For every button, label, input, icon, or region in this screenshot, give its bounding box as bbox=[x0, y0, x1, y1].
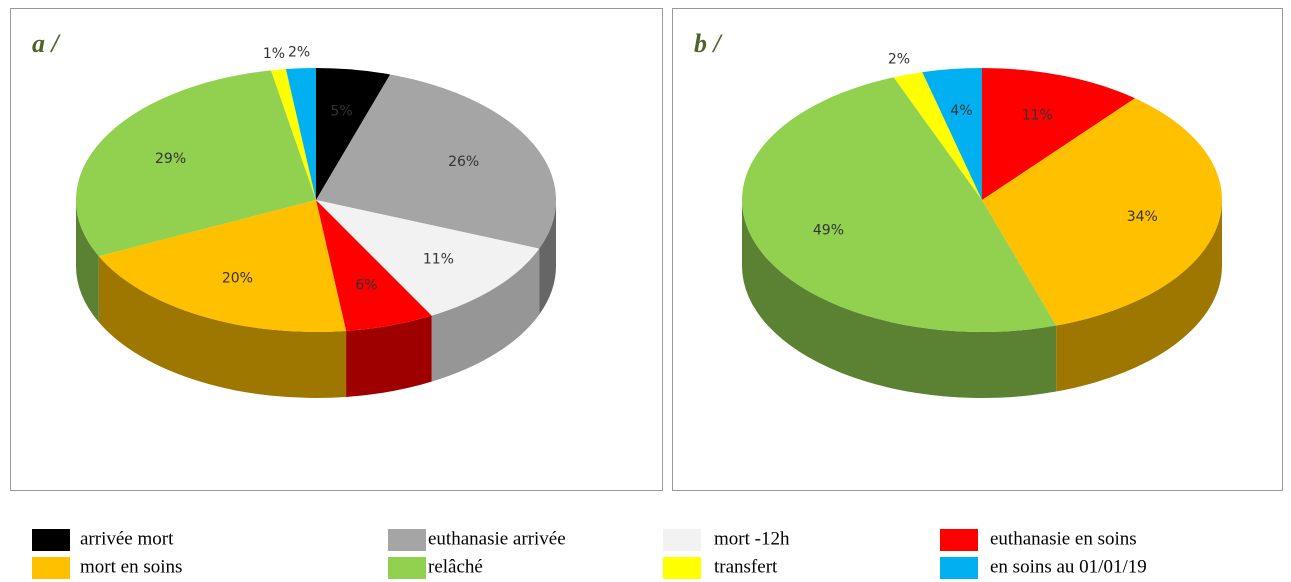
pie-slice bbox=[316, 74, 556, 315]
data-label: 49% bbox=[813, 222, 844, 238]
data-label: 5% bbox=[330, 103, 352, 119]
data-label: 2% bbox=[888, 51, 910, 67]
slice-top bbox=[316, 68, 391, 200]
slice-top bbox=[982, 68, 1135, 200]
pie-slice bbox=[316, 200, 432, 397]
slice-top bbox=[922, 68, 982, 200]
data-label: 1% bbox=[263, 46, 285, 62]
slice-top bbox=[982, 98, 1223, 326]
slice-side bbox=[1056, 200, 1222, 392]
legend-label: transfert bbox=[714, 556, 778, 577]
pie-slice bbox=[285, 68, 316, 200]
legend-label: relâché bbox=[428, 556, 483, 577]
legend-swatch bbox=[32, 529, 70, 551]
data-label: 20% bbox=[222, 271, 253, 287]
slice-top bbox=[742, 77, 1057, 332]
data-label: 34% bbox=[1127, 209, 1158, 225]
pie-slice bbox=[893, 72, 982, 200]
slice-top bbox=[893, 72, 982, 200]
legend-label: euthanasie arrivée bbox=[428, 528, 566, 549]
slice-side bbox=[539, 200, 556, 315]
pie-slice bbox=[742, 77, 1057, 399]
slice-top bbox=[285, 68, 316, 200]
slice-side bbox=[98, 256, 347, 398]
panel-title: b / bbox=[694, 29, 724, 58]
legend-label: mort en soins bbox=[80, 556, 182, 577]
data-label: 26% bbox=[448, 154, 479, 170]
data-label: 2% bbox=[288, 44, 310, 60]
slice-side bbox=[742, 200, 1057, 399]
legend-label: mort -12h bbox=[714, 528, 790, 549]
slice-top bbox=[98, 200, 347, 333]
legend-label: arrivée mort bbox=[80, 528, 174, 549]
slice-top bbox=[271, 69, 316, 200]
legend-swatch bbox=[663, 529, 701, 551]
slice-top bbox=[316, 74, 556, 249]
slice-side bbox=[431, 248, 540, 382]
legend-swatch bbox=[388, 557, 426, 579]
legend-label: en soins au 01/01/19 bbox=[990, 556, 1147, 577]
data-label: 11% bbox=[423, 251, 454, 267]
legend-swatch bbox=[32, 557, 70, 579]
pie-slice bbox=[98, 200, 347, 398]
slice-side bbox=[76, 200, 99, 323]
data-label: 4% bbox=[950, 103, 972, 119]
slice-top bbox=[316, 200, 540, 316]
pie-slice bbox=[316, 68, 391, 200]
slice-top bbox=[316, 200, 432, 331]
legend-swatch bbox=[940, 529, 978, 551]
pie-slice bbox=[982, 68, 1135, 200]
pie-slice bbox=[982, 98, 1223, 392]
pie-slice bbox=[271, 69, 316, 200]
pie-slice bbox=[922, 68, 982, 200]
pie-slice bbox=[75, 70, 317, 323]
legend-swatch bbox=[940, 557, 978, 579]
data-label: 6% bbox=[355, 277, 377, 293]
data-label: 11% bbox=[1022, 108, 1053, 124]
slice-side bbox=[346, 315, 432, 397]
slice-top bbox=[75, 70, 317, 257]
pie-slice bbox=[316, 200, 540, 382]
legend-label: euthanasie en soins bbox=[990, 528, 1137, 549]
data-label: 29% bbox=[155, 151, 186, 167]
panel-title: a / bbox=[32, 29, 62, 58]
legend-swatch bbox=[663, 557, 701, 579]
legend-swatch bbox=[388, 529, 426, 551]
